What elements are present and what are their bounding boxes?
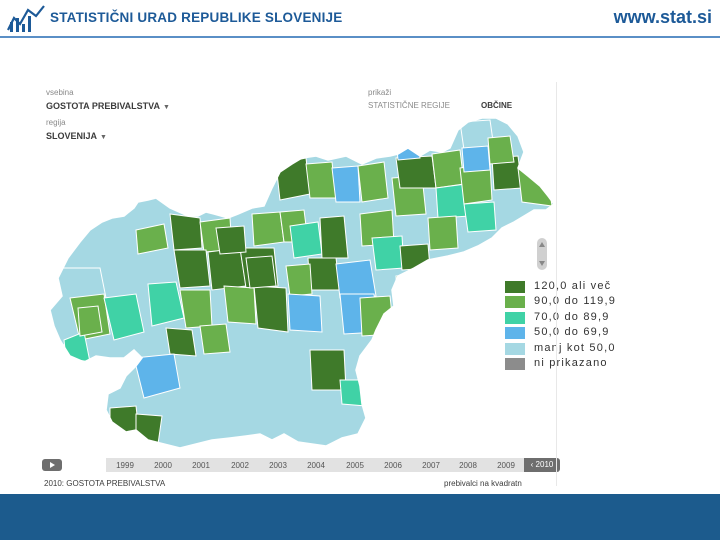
- year-2000[interactable]: 2000: [154, 461, 172, 470]
- footer-band: [0, 494, 720, 540]
- legend-item: manj kot 50,0: [505, 342, 645, 357]
- legend-swatch: [505, 327, 525, 340]
- year-current-2010[interactable]: ‹ 2010: [524, 458, 560, 472]
- option-statistical-regions[interactable]: STATISTIČNE REGIJE: [368, 101, 450, 110]
- zoom-scroller[interactable]: [537, 238, 547, 270]
- year-1999[interactable]: 1999: [116, 461, 134, 470]
- current-year-label: 2010: [535, 460, 554, 469]
- dropdown-arrow-icon: ▼: [100, 134, 107, 141]
- timeline-track[interactable]: 1999 2000 2001 2002 2003 2004 2005 2006 …: [106, 458, 524, 472]
- play-button[interactable]: [42, 459, 62, 471]
- site-url[interactable]: www.stat.si: [613, 7, 712, 27]
- year-2006[interactable]: 2006: [384, 461, 402, 470]
- header-divider: [0, 36, 720, 38]
- content-value: GOSTOTA PREBIVALSTVA: [46, 101, 161, 111]
- region-label: regija: [46, 118, 66, 127]
- region-value: SLOVENIJA: [46, 131, 98, 141]
- legend-swatch: [505, 357, 525, 370]
- option-municipalities[interactable]: OBČINE: [481, 101, 513, 110]
- legend-item: 50,0 do 69,9: [505, 326, 645, 341]
- year-2007[interactable]: 2007: [422, 461, 440, 470]
- year-2001[interactable]: 2001: [192, 461, 210, 470]
- map-caption: 2010: GOSTOTA PREBIVALSTVA: [44, 479, 166, 488]
- legend-swatch: [505, 311, 525, 324]
- year-2003[interactable]: 2003: [269, 461, 287, 470]
- legend: 120,0 ali več 90,0 do 119,9 70,0 do 89,9…: [505, 280, 645, 372]
- content-label: vsebina: [46, 88, 74, 97]
- panel-divider: [556, 82, 557, 486]
- chevron-left-icon: ‹: [530, 460, 534, 469]
- legend-label: 120,0 ali več: [534, 280, 612, 292]
- region-dropdown[interactable]: SLOVENIJA ▼: [46, 131, 107, 141]
- header: STATISTIČNI URAD REPUBLIKE SLOVENIJE www…: [0, 0, 720, 38]
- dropdown-arrow-icon: ▼: [163, 104, 170, 111]
- legend-swatch: [505, 342, 525, 355]
- legend-label: manj kot 50,0: [534, 341, 616, 354]
- legend-item: 70,0 do 89,9: [505, 311, 645, 326]
- legend-label: 70,0 do 89,9: [534, 310, 610, 323]
- year-2004[interactable]: 2004: [307, 461, 325, 470]
- legend-item: 120,0 ali več: [505, 280, 645, 295]
- legend-item: 90,0 do 119,9: [505, 295, 645, 310]
- legend-label: ni prikazano: [534, 356, 608, 369]
- org-name: STATISTIČNI URAD REPUBLIKE SLOVENIJE: [50, 10, 343, 25]
- slovenia-density-map[interactable]: [40, 118, 560, 458]
- year-2002[interactable]: 2002: [231, 461, 249, 470]
- legend-item: ni prikazano: [505, 357, 645, 372]
- year-2009[interactable]: 2009: [497, 461, 515, 470]
- show-label: prikaži: [368, 88, 392, 97]
- legend-label: 50,0 do 69,9: [534, 326, 610, 339]
- legend-label: 90,0 do 119,9: [534, 295, 617, 308]
- unit-caption: prebivalci na kvadratn: [444, 479, 522, 488]
- year-2005[interactable]: 2005: [346, 461, 364, 470]
- legend-swatch: [505, 296, 525, 309]
- sursi-logo-icon: [7, 5, 45, 32]
- legend-swatch: [505, 281, 525, 293]
- content-dropdown[interactable]: GOSTOTA PREBIVALSTVA ▼: [46, 101, 170, 111]
- year-2008[interactable]: 2008: [459, 461, 477, 470]
- year-timeline: 1999 2000 2001 2002 2003 2004 2005 2006 …: [40, 458, 560, 474]
